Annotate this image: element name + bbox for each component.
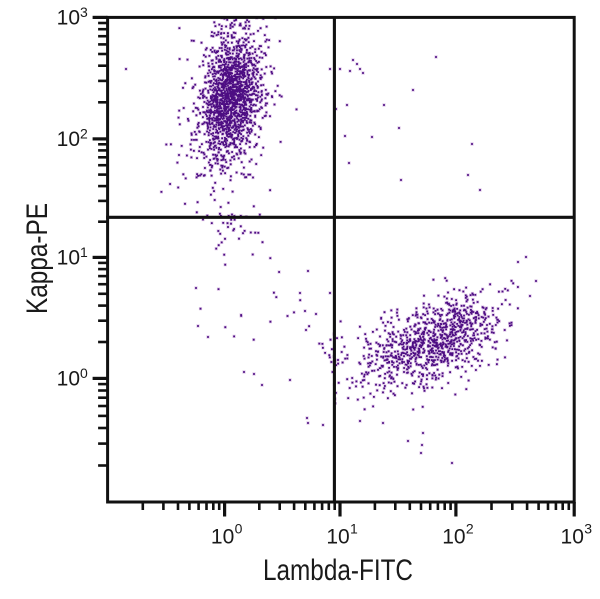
svg-text:10: 10	[326, 526, 349, 549]
svg-text:10: 10	[57, 7, 80, 30]
svg-text:3: 3	[584, 521, 592, 537]
svg-text:2: 2	[80, 126, 88, 142]
svg-text:10: 10	[57, 247, 80, 270]
svg-text:0: 0	[235, 521, 243, 537]
svg-text:0: 0	[80, 365, 88, 381]
svg-text:1: 1	[80, 244, 88, 260]
svg-text:10: 10	[57, 128, 80, 151]
svg-text:Kappa-PE: Kappa-PE	[21, 203, 54, 314]
svg-text:10: 10	[57, 368, 80, 391]
svg-text:Lambda-FITC: Lambda-FITC	[263, 554, 413, 587]
svg-text:10: 10	[211, 526, 234, 549]
svg-text:3: 3	[80, 4, 88, 20]
svg-text:2: 2	[466, 521, 474, 537]
svg-text:1: 1	[350, 521, 358, 537]
svg-text:10: 10	[561, 526, 584, 549]
svg-text:10: 10	[442, 526, 465, 549]
